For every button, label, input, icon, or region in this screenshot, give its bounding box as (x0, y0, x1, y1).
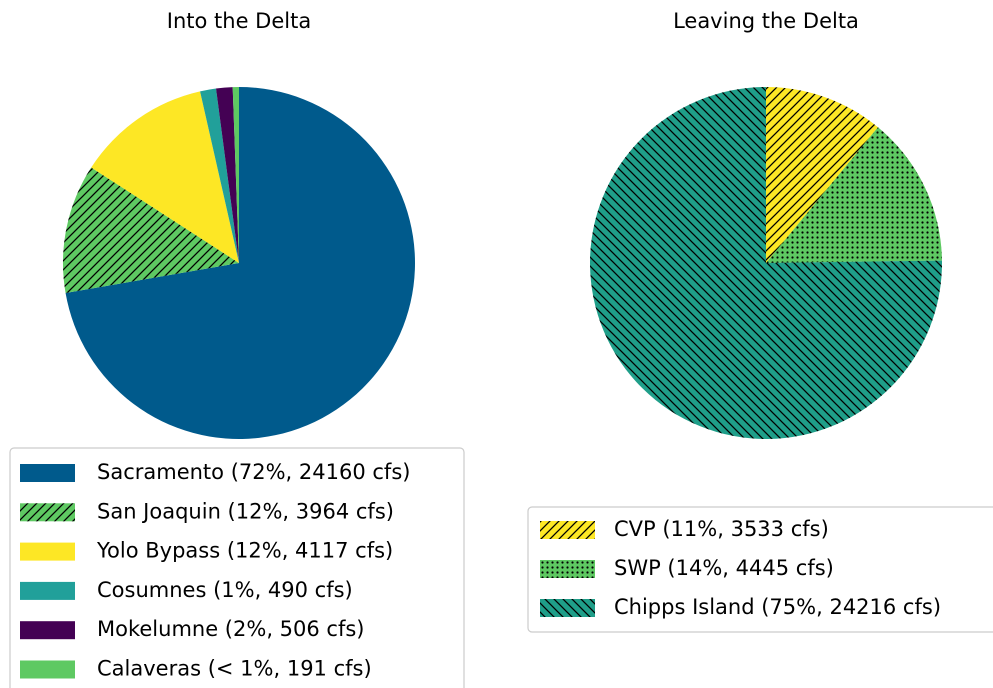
legend-label: Calaveras (< 1%, 191 cfs) (97, 657, 372, 681)
legend-box (527, 506, 993, 633)
legend-swatch-hatch (20, 503, 75, 522)
wedge-hatch (766, 127, 942, 263)
legend-label: Yolo Bypass (12%, 4117 cfs) (96, 539, 393, 563)
legend-swatch-hatch (540, 521, 595, 539)
pie-wedge (216, 87, 239, 264)
legend-label: Chipps Island (75%, 24216 cfs) (614, 595, 941, 619)
pie-wedge (200, 88, 239, 263)
legend-label: Cosumnes (1%, 490 cfs) (97, 578, 353, 602)
legend-label: San Joaquin (12%, 3964 cfs) (97, 499, 394, 523)
legend-label: Sacramento (72%, 24160 cfs) (97, 460, 410, 484)
wedge-hatch (62, 167, 239, 293)
wedge-hatch (590, 87, 942, 439)
pie-wedge (65, 87, 416, 439)
legend-swatch-hatch (540, 599, 595, 617)
legend-swatch (20, 581, 75, 600)
legend-box (9, 447, 465, 688)
chart-title: Into the Delta (167, 9, 311, 33)
wedge-hatch (766, 87, 878, 263)
legend-label: SWP (14%, 4445 cfs) (614, 556, 834, 580)
legend-label: Mokelumne (2%, 506 cfs) (97, 617, 365, 641)
pie-wedge (232, 87, 239, 263)
legend-swatch (20, 542, 75, 561)
legend-swatch (20, 464, 75, 482)
legend-label: CVP (11%, 3533 cfs) (614, 517, 829, 541)
pie-wedge (91, 91, 239, 263)
legend-swatch-hatch (540, 560, 595, 578)
legend-swatch (20, 660, 75, 679)
legend-swatch (20, 621, 75, 640)
chart-title: Leaving the Delta (673, 9, 859, 33)
